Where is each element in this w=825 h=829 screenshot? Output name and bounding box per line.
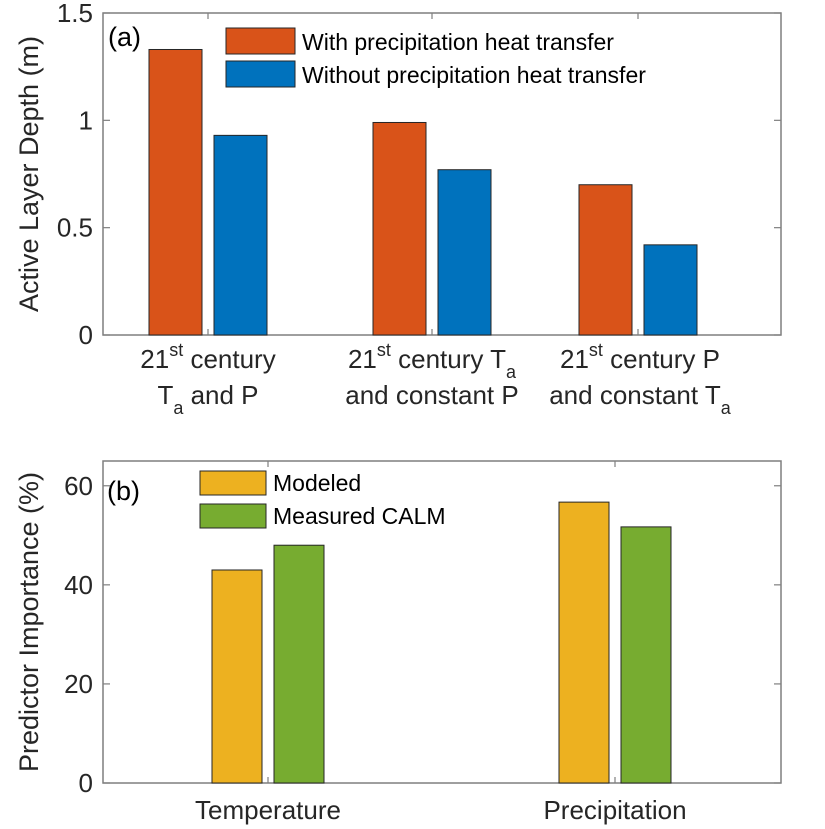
legend-label: Modeled	[273, 470, 361, 496]
panel-b-y-axis-label: Predictor Importance (%)	[14, 472, 44, 772]
panel-a-label: (a)	[108, 22, 141, 52]
legend-label: Without precipitation heat transfer	[302, 62, 646, 88]
y-tick-label: 1.5	[57, 0, 93, 28]
x-category-label-line1: 21st century	[140, 340, 275, 374]
x-category-label-line2: and constant Ta	[549, 380, 732, 418]
legend-swatch	[199, 503, 267, 529]
y-tick-label: 0.5	[57, 213, 93, 243]
y-tick-label: 60	[64, 471, 93, 501]
bar-with-precipitation-heat-transfer-0	[148, 48, 203, 336]
panel-b-axes-box	[102, 460, 782, 784]
panel-b-y-ticks: 0 20 40 60	[64, 461, 781, 798]
bar-without-precipitation-heat-transfer-2	[643, 244, 698, 336]
y-tick-label: 40	[64, 570, 93, 600]
panel-a-y-ticks: 0 0.5 1 1.5	[57, 0, 781, 350]
y-tick-label: 0	[79, 320, 93, 350]
x-category-label: Temperature	[195, 795, 341, 825]
legend-swatch	[225, 60, 296, 88]
panel-b-legend: Modeled Measured CALM	[199, 470, 446, 529]
bar-without-precipitation-heat-transfer-1	[437, 169, 492, 336]
bar-with-precipitation-heat-transfer-1	[372, 121, 427, 336]
x-category-label-line2: Ta and P	[157, 380, 258, 418]
panel-a-bars	[148, 48, 698, 336]
legend-label: Measured CALM	[273, 503, 446, 529]
bar-modeled-1	[558, 501, 610, 784]
panel-b-x-categories: Temperature Precipitation	[195, 795, 687, 825]
panel-a-y-axis-label: Active Layer Depth (m)	[14, 36, 44, 312]
y-tick-label: 1	[79, 105, 93, 135]
panel-a: 0 0.5 1 1.5 21st century Ta and P 21st centur…	[14, 0, 782, 418]
x-category-label: Precipitation	[543, 795, 686, 825]
bar-without-precipitation-heat-transfer-0	[213, 134, 268, 336]
legend-swatch	[225, 27, 296, 55]
y-tick-label: 20	[64, 669, 93, 699]
bar-measured-calm-1	[620, 526, 672, 784]
panel-b-label: (b)	[107, 476, 140, 506]
panel-b-bars	[211, 501, 672, 784]
x-category-label-line1: 21st century Ta	[348, 340, 517, 382]
bar-modeled-0	[211, 569, 263, 784]
panel-b: 0 20 40 60 Temperature Precipitation Predict…	[14, 460, 782, 825]
bar-with-precipitation-heat-transfer-2	[578, 184, 633, 336]
legend-swatch	[199, 470, 267, 496]
legend-label: With precipitation heat transfer	[302, 29, 614, 55]
panel-a-legend: With precipitation heat transfer Without …	[225, 27, 646, 88]
y-tick-label: 0	[79, 768, 93, 798]
bar-measured-calm-0	[273, 544, 325, 784]
x-category-label-line2: and constant P	[345, 380, 518, 410]
x-category-label-line1: 21st century P	[560, 340, 720, 374]
